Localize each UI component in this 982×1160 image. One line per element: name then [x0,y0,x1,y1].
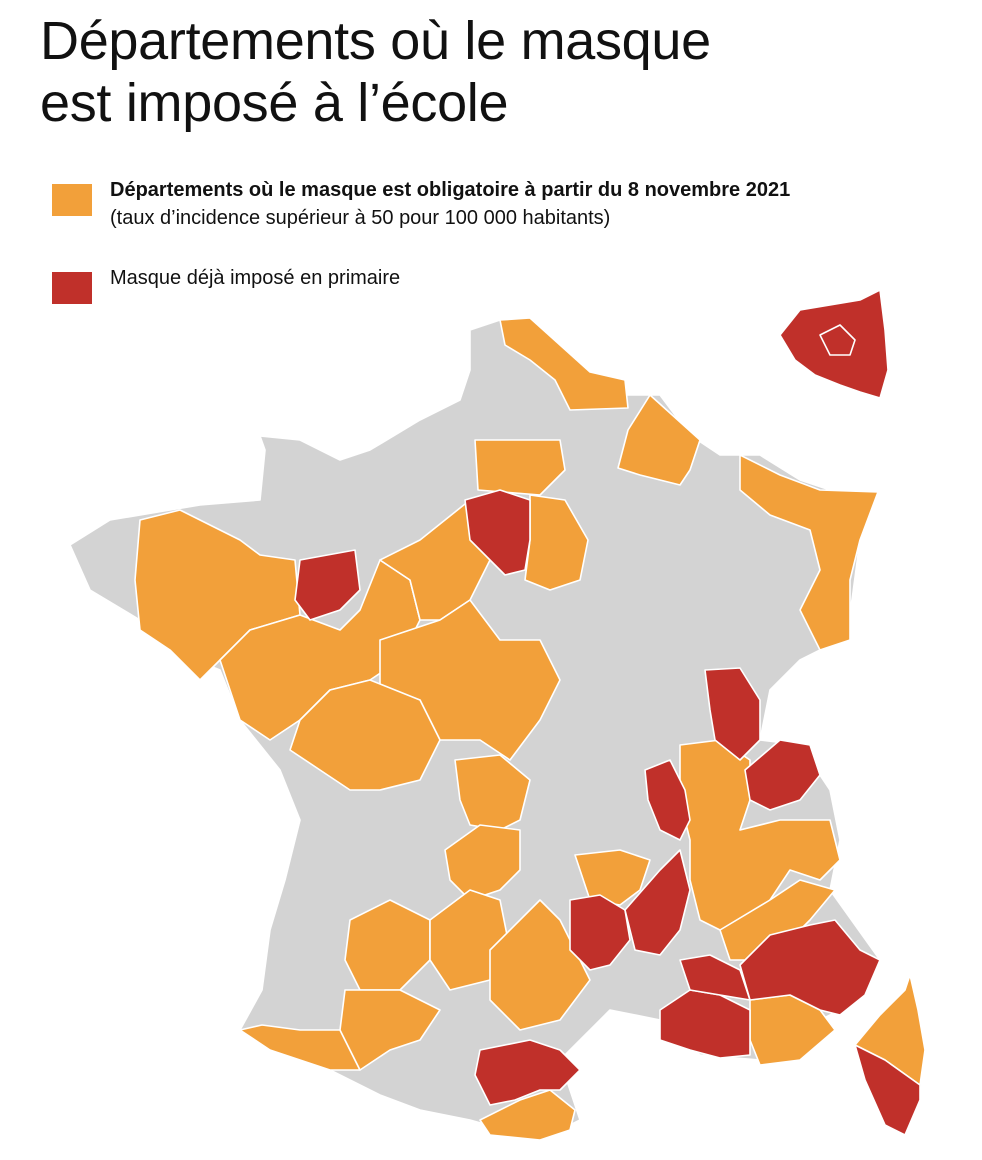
title-line-2: est imposé à l’école [40,73,509,133]
legend-text-primary: Masque déjà imposé en primaire [110,264,400,292]
dept-ardennes [617,394,701,486]
dept-aisne-oise [474,439,566,496]
legend-text-mandatory: Départements où le masque est obligatoir… [110,176,790,232]
dept-isere-north [744,739,821,811]
dept-pyrenees-orientales [479,1089,576,1141]
dept-alpes-de-haute-provence [739,919,881,1016]
dept-nord [499,317,629,411]
dept-herault [474,1039,581,1106]
dept-pyrenees-center [339,989,441,1071]
legend-swatch-orange [52,184,92,216]
title-line-1: Départements où le masque [40,11,711,71]
dept-haute-savoie-ain [704,667,761,761]
dept-massif-north [454,754,531,831]
page-title: Départements où le masque est imposé à l… [40,10,940,134]
legend-sublabel-mandatory: (taux d’incidence supérieur à 50 pour 10… [110,207,611,229]
legend-swatch-red [52,272,92,304]
legend-label-mandatory: Départements où le masque est obligatoir… [110,179,791,201]
dept-ile-de-france [464,489,531,576]
inset-idf-center [819,324,856,356]
dept-alsace-lorraine [739,454,879,651]
dept-haute-loire [569,894,631,971]
dept-ardeche-drome [624,849,691,956]
dept-poitou [289,679,441,791]
legend-item-primary: Masque déjà imposé en primaire [52,264,952,304]
dept-mayenne [294,549,361,621]
legend-item-mandatory: Départements où le masque est obligatoir… [52,176,952,246]
legend: Départements où le masque est obligatoir… [52,176,952,304]
dept-corse-du-sud [854,1044,921,1136]
dept-rhone [644,759,691,841]
dept-southwest-a [344,899,431,991]
dept-massif-central [444,824,521,901]
dept-alpes-south [719,879,836,961]
legend-label-primary: Masque déjà imposé en primaire [110,267,401,289]
dept-southwest-c [489,899,591,1031]
